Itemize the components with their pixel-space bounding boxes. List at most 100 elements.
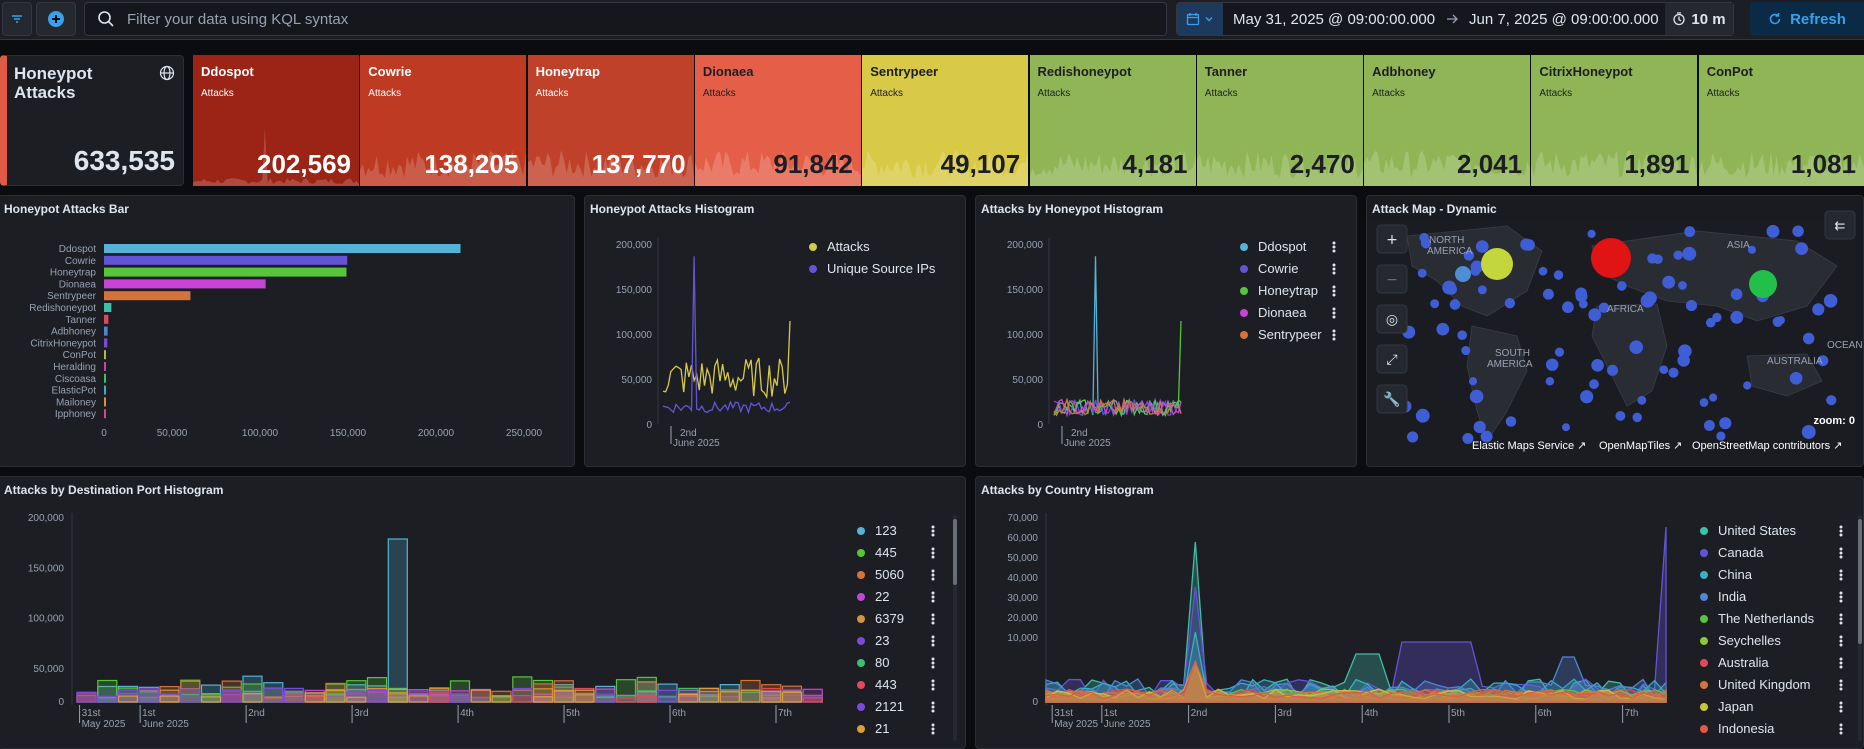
map-attack-point[interactable] (1445, 283, 1457, 295)
map-attack-point[interactable] (1662, 275, 1676, 289)
histogram-bar[interactable] (429, 692, 450, 703)
legend-label[interactable]: 21 (875, 721, 889, 736)
map-attack-point[interactable] (1659, 365, 1669, 375)
series-line-sentrypeer[interactable] (1053, 396, 1182, 417)
map-attack-point[interactable] (1575, 290, 1588, 303)
histogram-bar[interactable] (553, 690, 574, 703)
bar-dionaea[interactable] (104, 279, 266, 289)
histogram-bar[interactable] (242, 693, 263, 703)
auto-refresh-interval[interactable]: 10 m (1665, 3, 1733, 35)
histogram-bar[interactable] (698, 687, 720, 703)
locate-icon[interactable]: ◎ (1376, 304, 1408, 334)
map-attack-point[interactable] (1463, 250, 1475, 261)
map-attack-point[interactable] (1580, 390, 1594, 404)
bar-ddospot[interactable] (104, 244, 461, 253)
map-attack-point[interactable] (1473, 420, 1486, 434)
legend-actions-icon[interactable] (1839, 679, 1843, 691)
metric-tile-redishoneypot[interactable]: Redishoneypot Attacks 4,181 (1029, 55, 1196, 186)
legend-label[interactable]: Canada (1718, 545, 1764, 560)
map-attack-point[interactable] (1637, 395, 1647, 405)
legend-actions-icon[interactable] (931, 635, 935, 647)
legend-label[interactable]: Honeytrap (1258, 283, 1318, 298)
histogram-bar[interactable] (117, 695, 139, 703)
legend-actions-icon[interactable] (931, 657, 935, 669)
bar-citrixhoneypot[interactable] (104, 338, 108, 348)
series-line-dionaea[interactable] (1053, 398, 1182, 418)
legend-actions-icon[interactable] (931, 679, 935, 691)
map-attack-point[interactable] (1678, 344, 1692, 358)
histogram-bar[interactable] (657, 689, 678, 703)
map-attack-point[interactable] (1817, 355, 1829, 367)
legend-label[interactable]: Japan (1718, 699, 1753, 714)
histogram-bar[interactable] (346, 696, 367, 703)
histogram-bar[interactable] (304, 692, 325, 703)
legend-label[interactable]: China (1718, 567, 1753, 582)
legend-label[interactable]: 80 (875, 655, 889, 670)
bar-honeytrap[interactable] (104, 267, 347, 277)
map-attack-point[interactable] (1743, 381, 1752, 390)
map-attack-point[interactable] (1716, 431, 1726, 441)
legend-actions-icon[interactable] (931, 547, 935, 559)
map-attack-point[interactable] (1606, 364, 1619, 376)
map-attack-point[interactable] (1430, 299, 1440, 309)
series-line-honeytrap[interactable] (1053, 320, 1182, 418)
histogram-bar[interactable] (719, 691, 740, 703)
legend-label[interactable]: 5060 (875, 567, 904, 582)
legend-label[interactable]: Attacks (827, 239, 870, 254)
area-series-indonesia[interactable] (1045, 660, 1667, 703)
legend-actions-icon[interactable] (1332, 263, 1336, 275)
map-attack-point[interactable] (1588, 308, 1602, 322)
map-attack-point[interactable] (1730, 310, 1744, 324)
map-attack-point[interactable] (1417, 268, 1427, 278)
map-attack-point[interactable] (1504, 298, 1516, 309)
bar-conpot[interactable] (104, 350, 106, 360)
histogram-bar[interactable] (97, 695, 118, 703)
legend-label[interactable]: Cowrie (1258, 261, 1298, 276)
legend-actions-icon[interactable] (1332, 285, 1336, 297)
map-attack-point[interactable] (1812, 303, 1825, 316)
histogram-bar[interactable] (512, 695, 533, 703)
legend-actions-icon[interactable] (1839, 547, 1843, 559)
histogram-bar[interactable] (138, 688, 159, 703)
map-attack-point[interactable] (1795, 242, 1809, 256)
map-attack-point[interactable] (1462, 433, 1474, 444)
legend-label[interactable]: 2121 (875, 699, 904, 714)
map-attack-point[interactable] (1455, 266, 1471, 282)
kql-search-input[interactable] (127, 10, 1127, 28)
map-attack-point[interactable] (1461, 345, 1471, 356)
map-attack-point[interactable] (1520, 238, 1533, 251)
metric-tile-citrixhoneypot[interactable]: CitrixHoneypot Attacks 1,891 (1531, 55, 1698, 186)
histogram-bar[interactable] (263, 687, 284, 703)
legend-actions-icon[interactable] (1839, 701, 1843, 713)
map-attack-point[interactable] (1420, 238, 1432, 249)
bar-heralding[interactable] (104, 362, 106, 371)
histogram-bar[interactable] (491, 695, 512, 703)
legend-actions-icon[interactable] (1839, 635, 1843, 647)
map-attack-point[interactable] (1415, 408, 1430, 423)
map-attack-point[interactable] (1826, 395, 1837, 406)
map-attack-point[interactable] (1554, 347, 1565, 357)
zoom-in-icon[interactable]: + (1376, 224, 1408, 254)
metric-tile-ddospot[interactable]: Ddospot Attacks 202,569 (193, 55, 359, 186)
series-line-ddospot[interactable] (1053, 256, 1182, 417)
map-attack-point[interactable] (1542, 288, 1554, 300)
histogram-bar[interactable] (740, 689, 761, 703)
histogram-bar[interactable] (180, 688, 201, 703)
legend-actions-icon[interactable] (1839, 657, 1843, 669)
map-attribution-link[interactable]: OpenMapTiles ↗ (1599, 440, 1682, 452)
bar-sentrypeer[interactable] (104, 291, 191, 301)
map-attack-point[interactable] (1792, 225, 1804, 237)
bar-redishoneypot[interactable] (104, 303, 112, 312)
globe-icon[interactable] (159, 65, 175, 81)
legend-label[interactable]: Ddospot (1258, 239, 1307, 254)
map-attack-point[interactable] (1747, 245, 1756, 254)
metric-tile-conpot[interactable]: ConPot Attacks 1,081 (1698, 55, 1864, 186)
fullscreen-icon[interactable]: ⤢ (1376, 344, 1408, 374)
map-attack-point[interactable] (1678, 281, 1687, 290)
map-attack-point[interactable] (1668, 367, 1679, 378)
histogram-bar[interactable] (678, 694, 699, 703)
legend-label[interactable]: Indonesia (1718, 721, 1775, 736)
metric-tile-honeytrap[interactable]: Honeytrap Attacks 137,770 (527, 55, 694, 186)
histogram-bar[interactable] (387, 688, 408, 703)
legend-scrollbar-thumb[interactable] (1858, 519, 1862, 644)
